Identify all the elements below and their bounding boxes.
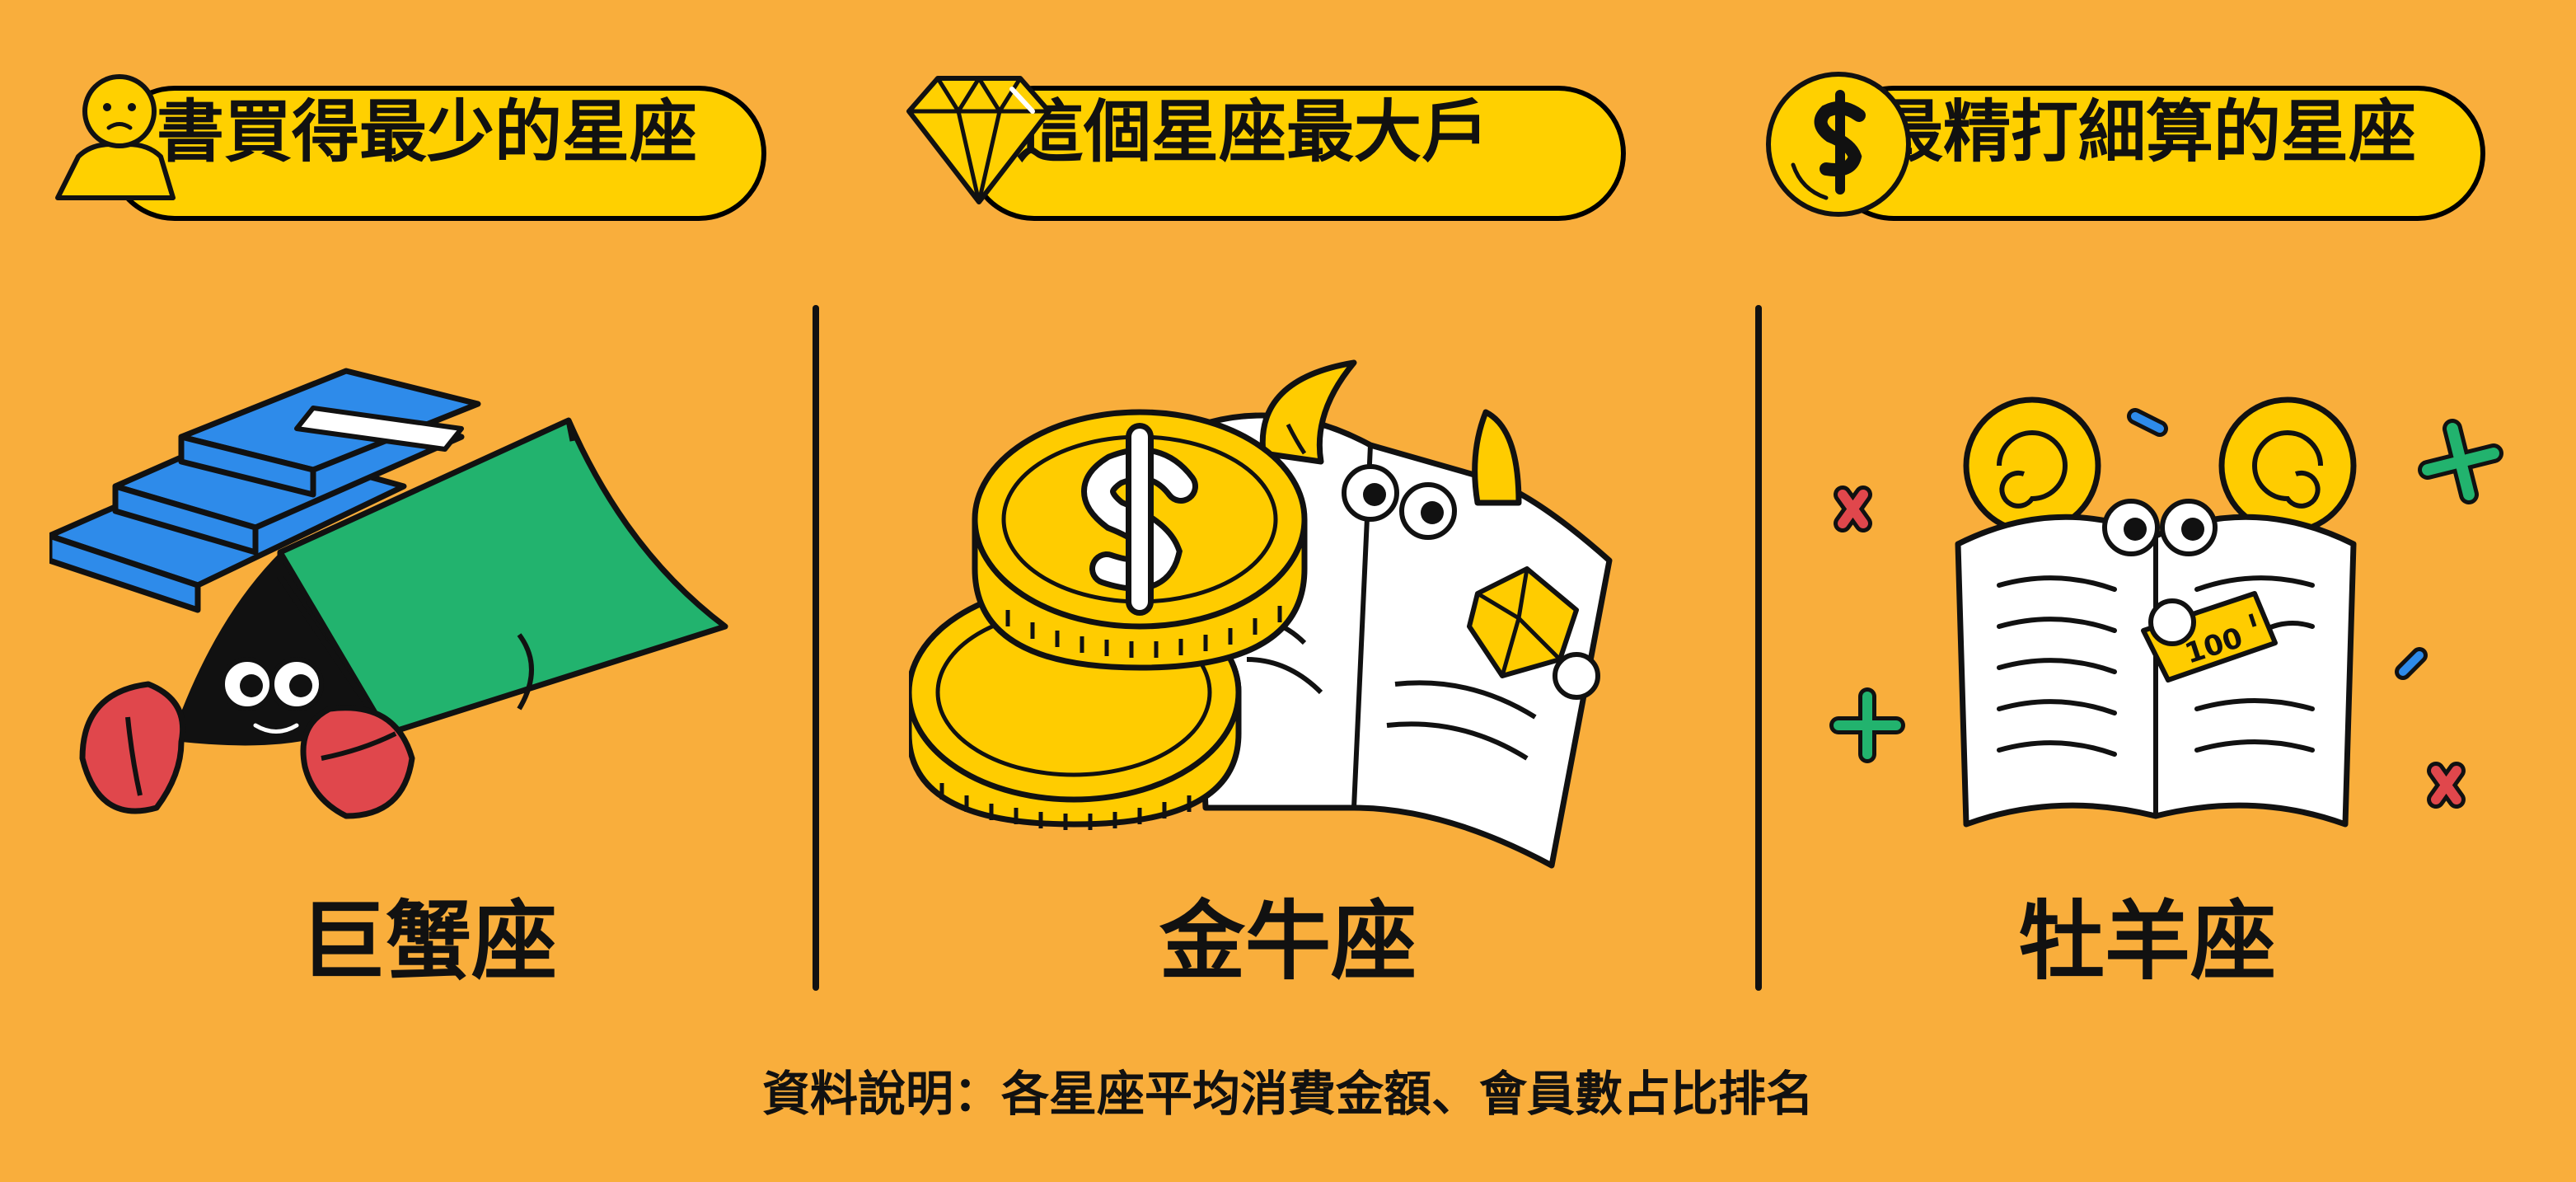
- coins-and-bull-book-illustration: [909, 359, 1613, 869]
- cross-green-mark-2: [2418, 419, 2503, 504]
- diamond-icon: [906, 76, 1051, 204]
- crab-under-book-illustration: [49, 368, 728, 819]
- data-source-note: 資料說明：各星座平均消費金額、會員數占比排名: [761, 1066, 1814, 1122]
- header-label: 這個星座最大戶: [1016, 93, 1490, 171]
- panel-aries: 最精打細算的星座: [1719, 0, 2576, 1182]
- header-pill: [967, 86, 1626, 221]
- header-label: 書買得最少的星座: [157, 93, 698, 171]
- zodiac-sign-name: 金牛座: [1159, 891, 1417, 992]
- ram-book-illustration: 100: [1829, 396, 2503, 828]
- dash-blue-mark-2: [2395, 647, 2428, 680]
- dollar-coin-icon: [1766, 72, 1911, 217]
- header-badge: 這個星座最大戶: [901, 66, 1692, 256]
- zodiac-sign-name: 牡羊座: [2018, 891, 2276, 992]
- cross-green-mark-1: [1829, 687, 1905, 763]
- dash-blue-mark-1: [2127, 408, 2168, 437]
- divider: [813, 305, 819, 991]
- header-badge: 書買得最少的星座: [41, 66, 832, 256]
- header-pill: [107, 86, 766, 221]
- cross-red-mark-2: [2427, 762, 2466, 809]
- header-badge: 最精打細算的星座: [1760, 66, 2551, 256]
- divider: [1755, 305, 1762, 991]
- zodiac-sign-name: 巨蟹座: [299, 891, 557, 992]
- panel-cancer: 書買得最少的星座 巨蟹座: [0, 0, 857, 1182]
- cross-red-mark-1: [1834, 485, 1872, 532]
- header-pill: [1826, 86, 2485, 221]
- header-label: 最精打細算的星座: [1876, 93, 2417, 171]
- panel-taurus: 這個星座最大戶: [859, 0, 1717, 1182]
- person-icon: [55, 74, 176, 200]
